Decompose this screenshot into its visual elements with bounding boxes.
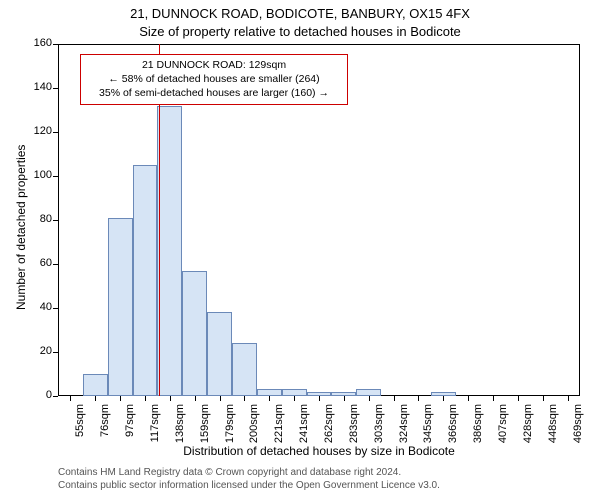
y-tick-mark bbox=[53, 88, 58, 89]
x-tick-mark bbox=[493, 396, 494, 401]
x-tick-mark bbox=[220, 396, 221, 401]
histogram-bar bbox=[133, 165, 158, 396]
y-tick-label: 0 bbox=[24, 389, 52, 401]
annotation-line: 35% of semi-detached houses are larger (… bbox=[87, 86, 341, 100]
annotation-line: 21 DUNNOCK ROAD: 129sqm bbox=[87, 58, 341, 72]
histogram-chart: 21, DUNNOCK ROAD, BODICOTE, BANBURY, OX1… bbox=[0, 0, 600, 500]
x-tick-mark bbox=[394, 396, 395, 401]
x-tick-mark bbox=[170, 396, 171, 401]
x-tick-label: 448sqm bbox=[547, 404, 559, 444]
x-tick-label: 179sqm bbox=[224, 404, 236, 444]
y-tick-mark bbox=[53, 308, 58, 309]
y-tick-mark bbox=[53, 176, 58, 177]
x-tick-label: 159sqm bbox=[199, 404, 211, 444]
annotation-line: ← 58% of detached houses are smaller (26… bbox=[87, 72, 341, 86]
x-tick-mark bbox=[369, 396, 370, 401]
x-tick-label: 345sqm bbox=[422, 404, 434, 444]
x-tick-mark bbox=[418, 396, 419, 401]
y-tick-label: 120 bbox=[24, 125, 52, 137]
histogram-bar bbox=[83, 374, 108, 396]
histogram-bar bbox=[108, 218, 133, 396]
y-tick-label: 80 bbox=[24, 213, 52, 225]
histogram-bar bbox=[257, 389, 282, 396]
x-tick-mark bbox=[195, 396, 196, 401]
histogram-bar bbox=[232, 343, 257, 396]
y-tick-mark bbox=[53, 220, 58, 221]
x-tick-label: 303sqm bbox=[373, 404, 385, 444]
chart-title-sub: Size of property relative to detached ho… bbox=[0, 24, 600, 39]
x-tick-mark bbox=[145, 396, 146, 401]
histogram-bar bbox=[356, 389, 381, 396]
y-tick-label: 40 bbox=[24, 301, 52, 313]
x-tick-label: 221sqm bbox=[273, 404, 285, 444]
x-tick-mark bbox=[568, 396, 569, 401]
histogram-bar bbox=[207, 312, 232, 396]
x-tick-mark bbox=[319, 396, 320, 401]
y-tick-mark bbox=[53, 352, 58, 353]
x-tick-label: 241sqm bbox=[298, 404, 310, 444]
x-axis-label: Distribution of detached houses by size … bbox=[58, 444, 580, 458]
footer-line-2: Contains public sector information licen… bbox=[58, 479, 440, 492]
y-tick-label: 20 bbox=[24, 345, 52, 357]
x-tick-mark bbox=[269, 396, 270, 401]
x-tick-mark bbox=[543, 396, 544, 401]
x-tick-label: 407sqm bbox=[497, 404, 509, 444]
y-tick-mark bbox=[53, 44, 58, 45]
x-tick-mark bbox=[70, 396, 71, 401]
histogram-bar bbox=[157, 106, 182, 396]
x-tick-label: 117sqm bbox=[149, 404, 161, 444]
x-tick-label: 200sqm bbox=[248, 404, 260, 444]
x-tick-mark bbox=[95, 396, 96, 401]
x-tick-label: 138sqm bbox=[174, 404, 186, 444]
x-tick-label: 262sqm bbox=[323, 404, 335, 444]
y-tick-label: 100 bbox=[24, 169, 52, 181]
footer-attribution: Contains HM Land Registry data © Crown c… bbox=[58, 466, 440, 492]
histogram-bar bbox=[282, 389, 307, 396]
x-tick-mark bbox=[244, 396, 245, 401]
y-tick-label: 160 bbox=[24, 37, 52, 49]
x-tick-mark bbox=[294, 396, 295, 401]
x-tick-mark bbox=[344, 396, 345, 401]
x-tick-label: 324sqm bbox=[398, 404, 410, 444]
x-tick-label: 283sqm bbox=[348, 404, 360, 444]
chart-title-main: 21, DUNNOCK ROAD, BODICOTE, BANBURY, OX1… bbox=[0, 6, 600, 21]
x-tick-label: 428sqm bbox=[522, 404, 534, 444]
histogram-bar bbox=[182, 271, 207, 396]
x-tick-mark bbox=[468, 396, 469, 401]
x-tick-label: 386sqm bbox=[472, 404, 484, 444]
footer-line-1: Contains HM Land Registry data © Crown c… bbox=[58, 466, 440, 479]
x-tick-mark bbox=[518, 396, 519, 401]
y-tick-label: 60 bbox=[24, 257, 52, 269]
y-tick-label: 140 bbox=[24, 81, 52, 93]
x-tick-label: 55sqm bbox=[74, 404, 86, 444]
annotation-box: 21 DUNNOCK ROAD: 129sqm← 58% of detached… bbox=[80, 54, 348, 105]
x-tick-label: 97sqm bbox=[124, 404, 136, 444]
y-tick-mark bbox=[53, 132, 58, 133]
x-tick-label: 469sqm bbox=[572, 404, 584, 444]
x-tick-mark bbox=[443, 396, 444, 401]
y-tick-mark bbox=[53, 396, 58, 397]
y-tick-mark bbox=[53, 264, 58, 265]
x-tick-label: 76sqm bbox=[99, 404, 111, 444]
x-tick-mark bbox=[120, 396, 121, 401]
x-tick-label: 366sqm bbox=[447, 404, 459, 444]
